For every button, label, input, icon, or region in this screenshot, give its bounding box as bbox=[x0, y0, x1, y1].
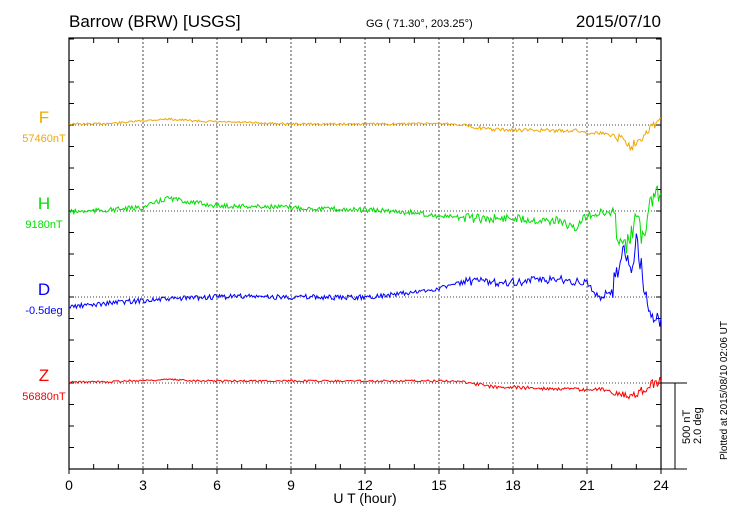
scale-label-deg: 2.0 deg bbox=[692, 407, 704, 444]
series-line-H bbox=[68, 185, 662, 254]
baseline-value-F: 57460nT bbox=[22, 133, 66, 145]
x-tick-label: 3 bbox=[139, 477, 147, 493]
series-line-F bbox=[68, 117, 662, 152]
scale-label-nt: 500 nT bbox=[681, 409, 693, 444]
plotted-note: Plotted at 2015/08/10 02:06 UT bbox=[719, 321, 730, 460]
baseline-value-Z: 56880nT bbox=[22, 391, 66, 403]
baseline-value-H: 9180nT bbox=[25, 219, 63, 231]
baseline-value-D: -0.5deg bbox=[25, 305, 62, 317]
coordinates-label: GG ( 71.30°, 203.25°) bbox=[366, 18, 473, 30]
x-tick-label: 18 bbox=[505, 477, 521, 493]
x-tick-label: 15 bbox=[431, 477, 447, 493]
series-name-D: D bbox=[38, 280, 50, 299]
series-name-F: F bbox=[39, 108, 49, 127]
series-line-Z bbox=[68, 377, 662, 400]
x-axis-label: U T (hour) bbox=[333, 490, 396, 506]
x-tick-label: 24 bbox=[653, 477, 669, 493]
chart-title: Barrow (BRW) [USGS] bbox=[69, 12, 241, 31]
x-tick-label: 0 bbox=[65, 477, 73, 493]
date-label: 2015/07/10 bbox=[576, 12, 661, 31]
x-tick-label: 9 bbox=[287, 477, 295, 493]
x-tick-label: 12 bbox=[357, 477, 373, 493]
x-tick-label: 6 bbox=[213, 477, 221, 493]
series-name-Z: Z bbox=[39, 366, 49, 385]
series-name-H: H bbox=[38, 194, 50, 213]
series-line-D bbox=[68, 233, 662, 327]
x-tick-label: 21 bbox=[579, 477, 595, 493]
